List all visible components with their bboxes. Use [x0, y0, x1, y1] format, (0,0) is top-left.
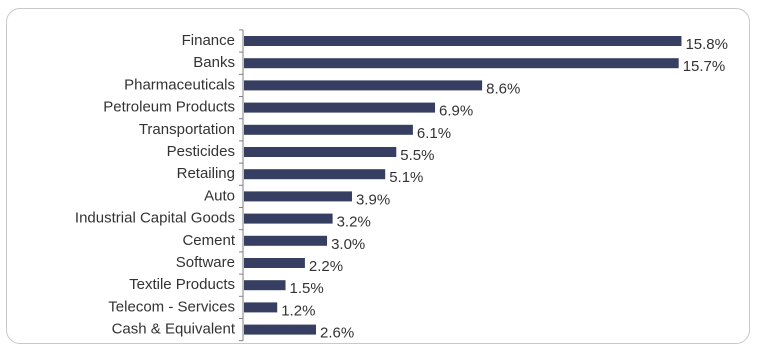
category-label: Textile Products: [129, 276, 235, 293]
value-label: 5.1%: [389, 169, 423, 186]
category-label: Pharmaceuticals: [124, 76, 235, 93]
category-label: Petroleum Products: [103, 99, 235, 116]
value-label: 8.6%: [486, 80, 520, 97]
bar: [244, 280, 286, 291]
category-label: Transportation: [139, 121, 235, 138]
value-label: 6.1%: [417, 125, 451, 142]
category-label: Auto: [204, 187, 235, 204]
value-label: 3.2%: [337, 214, 371, 231]
category-labels: Finance Banks Pharmaceuticals Petroleum Pro…: [75, 32, 236, 338]
category-label: Finance: [182, 32, 235, 49]
y-axis-ticks: [239, 29, 243, 342]
bar: [244, 258, 305, 268]
value-label: 3.0%: [331, 236, 365, 253]
bars-group: [244, 36, 682, 335]
bar: [244, 213, 333, 224]
value-label: 2.6%: [320, 325, 354, 342]
value-label: 6.9%: [439, 103, 473, 120]
category-label: Retailing: [177, 165, 235, 182]
value-label: 3.9%: [356, 191, 390, 208]
bar: [244, 124, 413, 135]
bar: [244, 36, 682, 46]
bar: [244, 191, 352, 202]
bar: [244, 102, 436, 113]
bar: [244, 169, 386, 180]
category-label: Pesticides: [167, 143, 235, 160]
value-label: 15.8%: [685, 36, 728, 53]
bar: [244, 302, 278, 313]
category-label: Cash & Equivalent: [112, 321, 236, 338]
value-labels: 15.8% 15.7% 8.6% 6.9% 6.1% 5.5% 5.1% 3.9% 3.2% 3.…: [281, 36, 728, 342]
value-label: 1.2%: [281, 302, 315, 319]
value-label: 2.2%: [309, 258, 343, 275]
category-label: Cement: [182, 232, 235, 249]
bar: [244, 147, 397, 157]
category-label: Banks: [193, 54, 235, 71]
value-label: 1.5%: [290, 280, 324, 297]
category-label: Software: [176, 254, 235, 271]
bar: [244, 324, 316, 335]
category-label: Industrial Capital Goods: [75, 210, 235, 227]
bar: [244, 235, 328, 246]
bar: [244, 80, 483, 91]
category-label: Telecom - Services: [108, 298, 235, 315]
value-label: 15.7%: [683, 58, 726, 75]
bar: [244, 58, 679, 69]
value-label: 5.5%: [400, 147, 434, 164]
